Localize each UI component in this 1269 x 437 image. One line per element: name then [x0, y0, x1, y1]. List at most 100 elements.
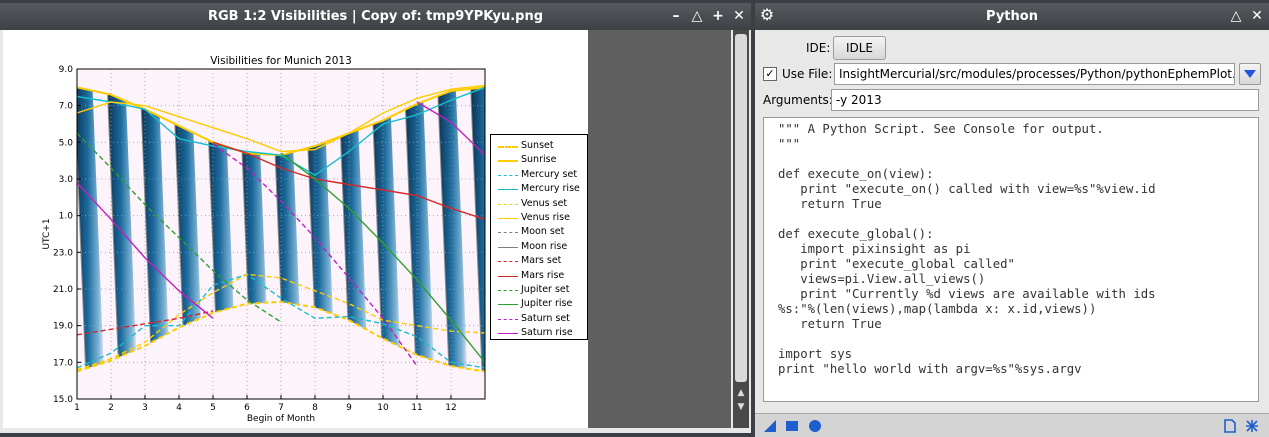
scroll-up-icon[interactable]: ▲: [737, 388, 745, 398]
moon-stripe: [370, 87, 403, 372]
legend-label: Mercury set: [521, 168, 578, 180]
visibility-chart: 15.017.019.021.023.01.03.05.07.09.01 2 3 4 5…: [42, 55, 486, 424]
chevron-down-icon: [1244, 70, 1256, 78]
legend-item: Saturn rise: [491, 326, 587, 340]
moon-stripe: [106, 87, 139, 372]
code-line: return True: [778, 197, 882, 211]
maximize-icon[interactable]: +: [712, 8, 724, 24]
close-icon[interactable]: ✕: [1251, 8, 1263, 24]
legend-item: Sunrise: [491, 153, 587, 167]
y-tick-label: 3.0: [59, 175, 74, 185]
chart-title: Visibilities for Munich 2013: [210, 55, 352, 67]
series-group: [77, 84, 485, 373]
image-window-title: RGB 1:2 Visibilities | Copy of: tmp9YPKy…: [207, 9, 544, 24]
x-tick-label: 7: [278, 403, 284, 413]
legend-label: Jupiter rise: [521, 298, 573, 310]
vertical-scrollbar[interactable]: ▲ ▼: [733, 30, 749, 428]
series-line-venus-rise: [77, 84, 485, 153]
series-line-saturn-rise: [77, 182, 214, 319]
code-line: def execute_global():: [778, 227, 934, 241]
file-dropdown-button[interactable]: [1239, 63, 1261, 85]
y-tick-label: 17.0: [53, 358, 73, 368]
apply-view-icon[interactable]: [785, 418, 799, 432]
legend-label: Mars rise: [521, 269, 565, 281]
legend-label: Jupiter set: [521, 284, 570, 295]
legend-item: Jupiter rise: [491, 297, 587, 311]
apply-global-icon[interactable]: [808, 418, 822, 432]
code-line: print "execute_global called": [778, 257, 1015, 271]
scroll-down-icon[interactable]: ▼: [737, 402, 745, 412]
chart-image: 15.0 17.0 19.0 21.0 23.0 1.0 3.0 5.0 7.0 9.0 1 2 3 4 5…: [3, 30, 588, 428]
moon-stripe: [172, 87, 205, 372]
moon-rise-line: [403, 87, 418, 372]
x-tick-label: 5: [210, 403, 216, 413]
moon-stripe: [436, 87, 469, 372]
x-axis-label: Begin of Month: [247, 414, 315, 424]
code-line: """ A Python Script. See Console for out…: [778, 122, 1104, 136]
x-tick-label: 9: [346, 403, 352, 413]
x-tick-label: 8: [312, 403, 318, 413]
gear-icon[interactable]: ⚙: [759, 5, 775, 24]
moon-stripe: [139, 87, 172, 372]
code-line: """: [778, 137, 801, 151]
new-instance-icon[interactable]: [763, 418, 777, 432]
x-tick-label: 12: [445, 403, 456, 413]
legend-swatch: [498, 174, 518, 176]
legend-swatch: [498, 146, 518, 148]
code-line: [778, 332, 1258, 347]
image-viewport[interactable]: 15.0 17.0 19.0 21.0 23.0 1.0 3.0 5.0 7.0 9.0 1 2 3 4 5…: [3, 30, 731, 428]
moon-stripe: [337, 87, 370, 372]
file-path-field[interactable]: InsightMercurial/src/modules/processes/P…: [834, 63, 1235, 85]
scrollbar-thumb[interactable]: [735, 34, 747, 382]
code-line: print "hello world with argv=%s"%sys.arg…: [778, 362, 1082, 376]
y-tick-label: 7.0: [59, 102, 74, 112]
legend-label: Mercury rise: [521, 183, 580, 195]
python-window-titlebar[interactable]: ⚙ Python △ ✕: [755, 3, 1269, 30]
x-tick-label: 1: [74, 403, 80, 413]
legend-label: Sunset: [521, 140, 554, 151]
y-tick-label: 9.0: [59, 65, 74, 75]
document-icon[interactable]: [1223, 418, 1237, 433]
shade-icon[interactable]: △: [1230, 8, 1242, 24]
plot-frame: [76, 68, 486, 400]
legend-label: Saturn set: [521, 312, 570, 324]
close-icon[interactable]: ✕: [733, 8, 745, 24]
y-tick-label: 23.0: [53, 248, 73, 258]
legend-item: Venus set: [491, 197, 587, 211]
series-line-jupiter-set: [77, 132, 282, 323]
moon-rise-line: [469, 87, 484, 372]
legend-swatch: [498, 261, 518, 263]
legend-item: Saturn set: [491, 312, 587, 326]
series-line-saturn-rise: [416, 101, 485, 156]
use-file-checkbox[interactable]: ✓: [763, 67, 777, 81]
y-tick-label: 5.0: [59, 138, 74, 148]
code-editor[interactable]: """ A Python Script. See Console for out…: [763, 117, 1259, 402]
series-line-mars-rise: [212, 141, 485, 220]
idle-button[interactable]: IDLE: [833, 36, 886, 60]
code-line: print "Currently %d views are available …: [778, 287, 1156, 301]
image-window-titlebar[interactable]: RGB 1:2 Visibilities | Copy of: tmp9YPKy…: [0, 3, 751, 30]
legend-swatch: [498, 246, 518, 248]
y-tick-label: 19.0: [53, 322, 73, 332]
x-tick-label: 11: [411, 403, 422, 413]
x-tick-label: 3: [142, 403, 148, 413]
code-line: print "execute_on() called with view=%s"…: [778, 182, 1156, 196]
legend-swatch: [498, 203, 518, 205]
moon-rise-line: [436, 87, 451, 372]
code-line: [778, 212, 1258, 227]
series-line-mars-set: [77, 310, 214, 336]
legend-item: Mars set: [491, 254, 587, 268]
legend-swatch: [498, 232, 518, 234]
legend-item: Mars rise: [491, 269, 587, 283]
shade-icon[interactable]: △: [691, 8, 703, 24]
code-line: import pixinsight as pi: [778, 242, 971, 256]
minimize-icon[interactable]: –: [672, 8, 680, 24]
arguments-field[interactable]: -y 2013: [831, 89, 1259, 111]
series-line-mercury-set: [77, 273, 485, 369]
ide-label: IDE:: [806, 41, 831, 55]
legend-item: Jupiter set: [491, 283, 587, 297]
reset-icon[interactable]: [1245, 418, 1259, 432]
y-tick-label: 21.0: [53, 285, 73, 295]
moon-stripe: [403, 87, 436, 372]
y-tick-label: 15.0: [53, 395, 73, 405]
